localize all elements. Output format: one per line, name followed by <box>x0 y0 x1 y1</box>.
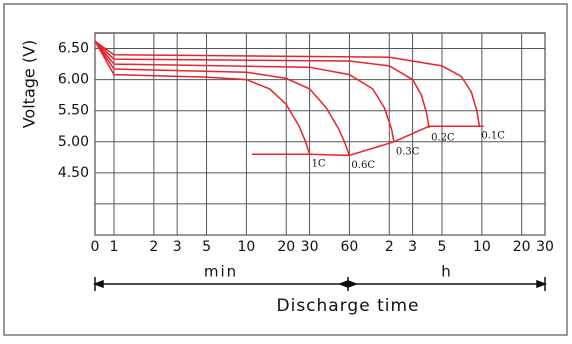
range-arrows <box>92 277 548 291</box>
y-axis-label: Voltage (V) <box>20 40 39 129</box>
y-tick-label: 5.50 <box>58 103 89 119</box>
x-unit-label: min <box>204 263 238 281</box>
discharge-curve <box>94 40 395 142</box>
discharge-curve <box>94 40 351 156</box>
x-tick-label: 60 <box>341 239 359 255</box>
x-tick-label: 20 <box>513 239 531 255</box>
x-tick-label: 2 <box>385 239 394 255</box>
frame <box>3 3 568 336</box>
x-tick-label: 30 <box>536 239 554 255</box>
discharge-curve <box>94 40 481 127</box>
end-voltage-line <box>251 125 484 157</box>
x-tick-label: 30 <box>301 239 319 255</box>
y-tick-label: 6.50 <box>58 41 89 57</box>
plot-area <box>94 32 546 236</box>
discharge-curve <box>94 40 311 155</box>
x-tick-label: 2 <box>149 239 158 255</box>
x-tick-label: 5 <box>438 239 447 255</box>
x-tick-label: 20 <box>277 239 295 255</box>
y-tick-label: 5.00 <box>58 134 89 150</box>
x-tick-label: 3 <box>173 239 182 255</box>
x-tick-label: 5 <box>202 239 211 255</box>
x-tick-label: 1 <box>110 239 119 255</box>
x-unit-label: h <box>441 263 451 281</box>
x-tick-label: 10 <box>237 239 255 255</box>
discharge-curve <box>94 40 430 129</box>
x-axis-label: Discharge time <box>277 296 420 316</box>
x-tick-label: 0 <box>91 239 100 255</box>
curve-label: 0.2C <box>431 133 455 144</box>
y-tick-label: 4.50 <box>58 165 89 181</box>
x-tick-label: 3 <box>408 239 417 255</box>
curve-label: 0.1C <box>481 131 505 142</box>
curve-label: 1C <box>312 159 326 170</box>
curve-label: 0.3C <box>396 146 420 157</box>
y-tick-label: 6.00 <box>58 72 89 88</box>
x-tick-label: 10 <box>473 239 491 255</box>
curve-label: 0.6C <box>351 160 375 171</box>
